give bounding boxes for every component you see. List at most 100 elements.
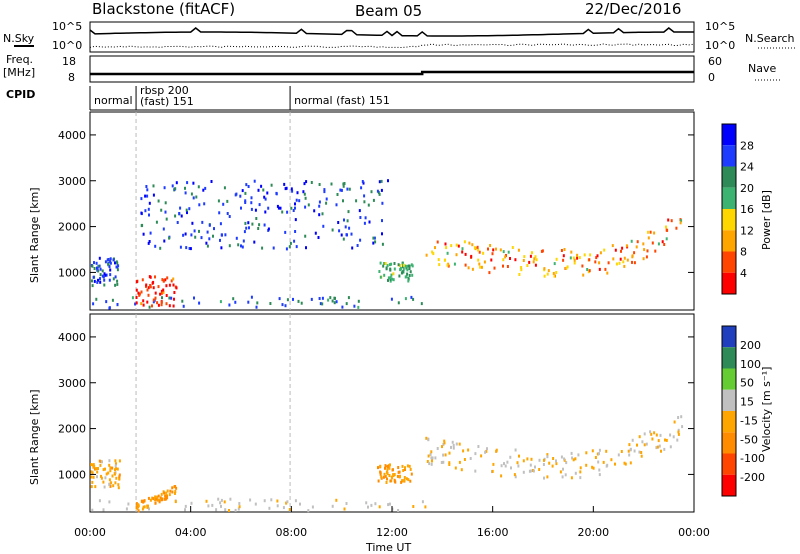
echo-mark — [109, 268, 112, 272]
echo-mark — [614, 248, 617, 252]
echo-mark — [184, 508, 186, 512]
echo-mark — [318, 183, 321, 186]
echo-mark — [619, 257, 622, 261]
noise-tick-top-right: 10^5 — [705, 20, 735, 33]
echo-mark — [105, 472, 108, 476]
colorbar-segment — [722, 453, 736, 475]
echo-mark — [102, 480, 105, 484]
echo-mark — [205, 499, 208, 503]
echo-mark — [561, 475, 564, 479]
echo-mark — [323, 188, 326, 192]
echo-mark — [174, 491, 176, 495]
echo-mark — [387, 503, 390, 507]
echo-mark — [175, 286, 178, 290]
echo-mark — [469, 457, 472, 460]
echo-mark — [342, 182, 345, 186]
echo-mark — [90, 470, 93, 474]
echo-mark — [467, 448, 470, 452]
echo-mark — [286, 500, 289, 504]
echo-mark — [114, 468, 116, 472]
nsky-label: N.Sky — [3, 32, 35, 45]
echo-mark — [467, 266, 470, 270]
echo-mark — [451, 440, 454, 444]
echo-mark — [163, 239, 166, 243]
echo-mark — [152, 286, 155, 290]
echo-mark — [135, 301, 138, 305]
echo-mark — [564, 473, 567, 477]
echo-mark — [168, 296, 171, 300]
echo-mark — [399, 474, 401, 478]
echo-mark — [142, 299, 145, 303]
echo-mark — [364, 216, 367, 220]
echo-mark — [592, 466, 595, 470]
echo-mark — [174, 500, 177, 504]
echo-mark — [491, 252, 494, 256]
echo-mark — [335, 300, 338, 304]
echo-mark — [555, 271, 558, 274]
echo-mark — [294, 499, 297, 503]
echo-mark — [203, 202, 206, 206]
echo-mark — [117, 483, 120, 487]
colorbar-tick-label: 100 — [740, 358, 761, 371]
echo-mark — [163, 186, 166, 190]
echo-mark — [152, 184, 155, 188]
echo-mark — [184, 232, 187, 236]
echo-mark — [532, 260, 535, 264]
echo-mark — [228, 215, 231, 218]
echo-mark — [114, 261, 116, 265]
echo-mark — [258, 223, 261, 227]
echo-mark — [523, 255, 526, 259]
cpid-label-text: normal (fast) 151 — [294, 94, 390, 107]
echo-mark — [147, 241, 150, 245]
echo-mark — [250, 201, 253, 205]
echo-mark — [504, 255, 507, 259]
echo-mark — [499, 248, 502, 252]
echo-mark — [595, 256, 598, 260]
echo-mark — [160, 498, 163, 502]
echo-mark — [292, 209, 295, 212]
echo-mark — [400, 480, 403, 484]
echo-mark — [219, 222, 222, 226]
echo-mark — [462, 449, 465, 453]
echo-mark — [298, 199, 301, 203]
echo-mark — [403, 478, 406, 482]
echo-mark — [380, 475, 383, 479]
echo-mark — [420, 302, 423, 306]
echo-mark — [90, 485, 93, 489]
echo-mark — [223, 186, 226, 190]
echo-mark — [638, 450, 641, 454]
echo-mark — [363, 221, 366, 225]
echo-mark — [340, 233, 343, 237]
echo-mark — [406, 268, 409, 272]
echo-mark — [109, 260, 112, 264]
echo-mark — [157, 303, 160, 307]
echo-mark — [677, 432, 680, 436]
colorbar-tick-label: 8 — [740, 246, 747, 259]
echo-mark — [266, 191, 269, 195]
echo-mark — [147, 207, 150, 211]
velocity-colorbar-label: Velocity [m s⁻¹] — [760, 367, 773, 452]
echo-mark — [318, 297, 321, 300]
echo-mark — [430, 456, 433, 460]
echo-mark — [144, 194, 147, 198]
echo-mark — [111, 466, 114, 470]
echo-mark — [329, 296, 332, 300]
echo-mark — [116, 268, 119, 272]
echo-mark — [650, 432, 653, 436]
y-tick-label: 1000 — [58, 266, 86, 279]
echo-mark — [282, 506, 285, 510]
echo-mark — [264, 197, 267, 201]
echo-mark — [255, 217, 258, 220]
power-echoes — [90, 112, 683, 310]
echo-mark — [631, 255, 634, 259]
freq-label-2: [MHz] — [3, 66, 35, 79]
echo-mark — [679, 221, 682, 225]
echo-mark — [574, 471, 577, 475]
echo-mark — [310, 297, 313, 301]
echo-mark — [165, 302, 168, 306]
echo-mark — [543, 274, 546, 278]
echo-mark — [425, 253, 428, 257]
echo-mark — [98, 256, 101, 260]
echo-mark — [529, 463, 532, 467]
echo-mark — [673, 420, 676, 424]
